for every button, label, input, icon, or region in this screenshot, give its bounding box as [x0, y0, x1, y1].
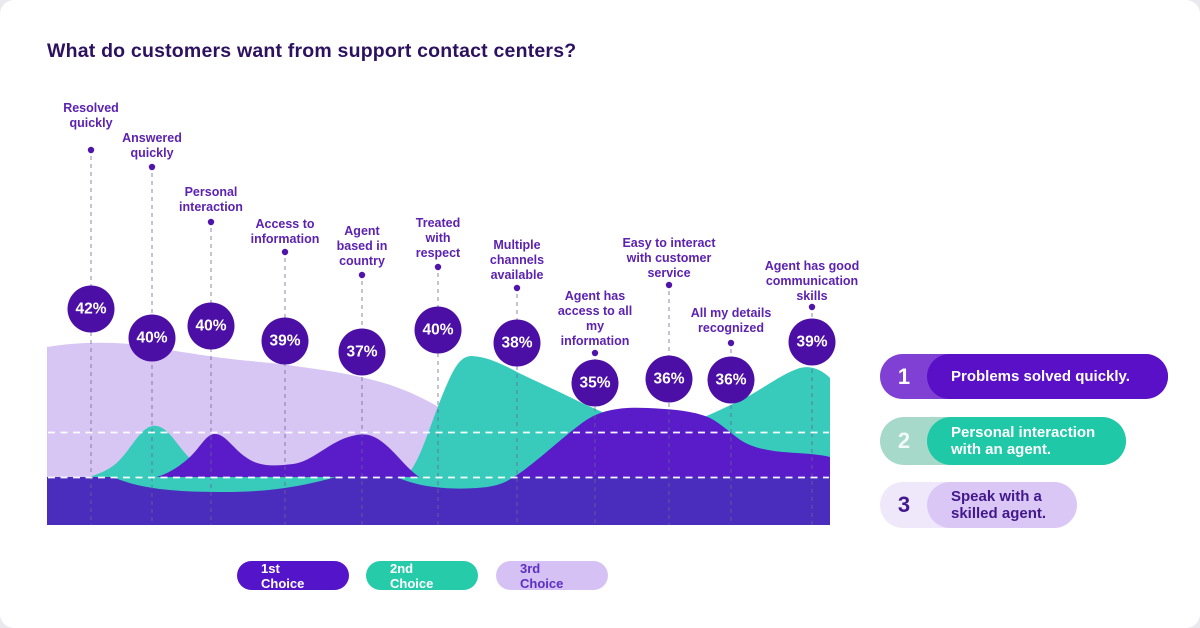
category-dot [591, 349, 599, 357]
ranking-item-2-text: Personal interaction with an agent. [951, 424, 1096, 458]
category-dot [358, 271, 366, 279]
ranking-item-3: Speak with a skilled agent. 3 [880, 482, 1077, 528]
ranking-item-3-number: 3 [897, 492, 911, 517]
value-bubble: 40% [414, 306, 462, 354]
category-label: Resolved quickly [63, 101, 119, 130]
ranking-item-1: Problems solved quickly. 1 [880, 354, 1168, 399]
page-title: What do customers want from support cont… [47, 40, 577, 62]
ranking-item-2: Personal interaction with an agent. 2 [880, 417, 1126, 465]
ranking-item-3-text: Speak with a skilled agent. [951, 488, 1047, 522]
value-bubble: 40% [128, 314, 176, 362]
ranking-item-1-text-pill: Problems solved quickly. [927, 354, 1168, 399]
legend-pill-2nd-choice: 2nd Choice [366, 561, 478, 591]
category-label: Treated with respect [415, 216, 461, 260]
category-dot [434, 263, 442, 271]
ranking-item-1-number: 1 [897, 363, 911, 389]
legend-pill-1st-choice: 1st Choice [237, 561, 349, 591]
category-dot [87, 146, 95, 154]
value-bubble: 36% [707, 356, 755, 404]
category-label: Agent has good communication skills [764, 259, 860, 303]
value-bubble: 38% [493, 319, 541, 367]
teal-dip-left [113, 477, 336, 492]
ranking-item-1-text: Problems solved quickly. [951, 368, 1130, 385]
category-dot [513, 284, 521, 292]
category-label: All my details recognized [690, 306, 772, 335]
category-label: Access to information [250, 217, 320, 246]
ranking-item-3-text-pill: Speak with a skilled agent. [927, 482, 1077, 528]
category-dot [281, 248, 289, 256]
value-bubble: 40% [187, 302, 235, 350]
teal-dip-mid [397, 477, 513, 489]
category-dot [727, 339, 735, 347]
ranking-item-2-number: 2 [897, 428, 911, 453]
category-label: Multiple channels available [489, 238, 545, 282]
value-bubble: 36% [645, 355, 693, 403]
value-bubble: 39% [788, 318, 836, 366]
category-dot [808, 303, 816, 311]
category-label: Answered quickly [122, 131, 182, 160]
category-label: Easy to interact with customer service [622, 236, 716, 280]
ranking-item-2-text-pill: Personal interaction with an agent. [927, 417, 1126, 465]
value-bubble: 39% [261, 317, 309, 365]
legend-pill-3rd-choice: 3rd Choice [496, 561, 608, 591]
value-bubble: 42% [67, 285, 115, 333]
category-label: Personal interaction [179, 185, 243, 214]
value-bubble: 37% [338, 328, 386, 376]
value-bubble: 35% [571, 359, 619, 407]
category-dot [665, 281, 673, 289]
category-dot [207, 218, 215, 226]
category-dot [148, 163, 156, 171]
category-label: Agent based in country [336, 224, 388, 268]
category-label: Agent has access to all my information [557, 289, 633, 348]
